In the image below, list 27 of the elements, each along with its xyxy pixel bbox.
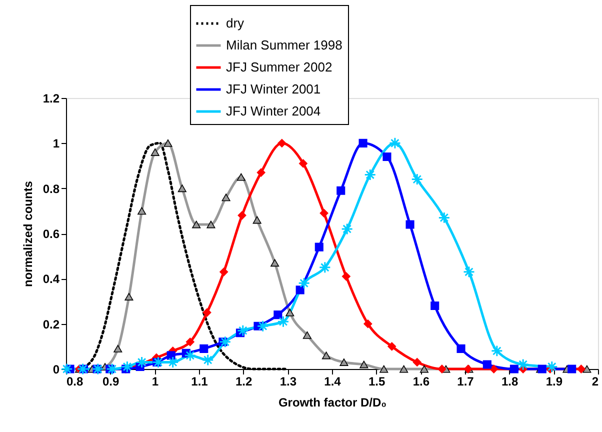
legend-label: JFJ Winter 2004	[226, 104, 321, 118]
x-tick-label: 1.4	[324, 374, 342, 388]
y-tick-label: 1.2	[42, 92, 60, 106]
legend-label: Milan Summer 1998	[226, 38, 342, 52]
legend-label: dry	[226, 16, 245, 30]
legend-label: JFJ Winter 2001	[226, 82, 321, 96]
x-tick-label: 2	[592, 374, 599, 388]
y-tick-label: 1	[52, 136, 60, 151]
y-tick-label: 0	[52, 362, 60, 376]
y-tick-label: 0.2	[42, 317, 60, 332]
y-axis-title: normalized counts	[20, 180, 35, 288]
x-tick-label: 0.8	[66, 374, 84, 388]
legend-label: JFJ Summer 2002	[226, 60, 332, 74]
x-tick-label: 1.3	[280, 374, 297, 388]
y-tick-label: 0.4	[42, 272, 60, 286]
x-tick-label: 1.6	[412, 374, 430, 388]
x-tick-label: 1.9	[546, 374, 563, 388]
x-axis-title: Growth factor D/D₀	[278, 396, 387, 410]
x-tick-label: 1.1	[191, 374, 208, 388]
x-tick-label: 0.9	[102, 374, 120, 388]
x-tick-label: 1.7	[457, 374, 474, 388]
x-tick-label: 1	[152, 374, 159, 388]
y-tick-label: 0.8	[42, 182, 60, 196]
x-tick-label: 1.5	[368, 374, 386, 388]
y-tick-label: 0.6	[42, 227, 60, 241]
x-tick-label: 1.8	[501, 374, 518, 388]
x-tick-label: 1.2	[235, 374, 252, 388]
